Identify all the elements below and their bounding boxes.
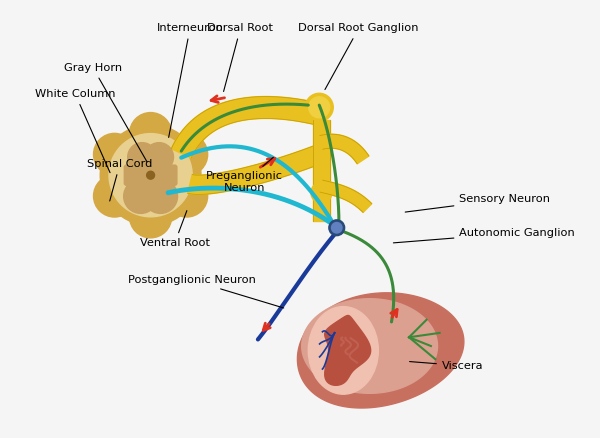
Circle shape (331, 223, 342, 233)
Circle shape (146, 171, 155, 179)
Polygon shape (325, 315, 371, 385)
Circle shape (128, 143, 157, 172)
Polygon shape (172, 96, 319, 158)
Polygon shape (298, 293, 464, 408)
Circle shape (143, 179, 178, 213)
Polygon shape (302, 299, 437, 393)
Circle shape (94, 175, 136, 217)
Circle shape (135, 159, 166, 191)
Circle shape (109, 134, 192, 217)
Circle shape (311, 182, 332, 203)
Polygon shape (320, 180, 372, 212)
FancyBboxPatch shape (143, 149, 158, 201)
Text: White Column: White Column (35, 89, 116, 173)
Circle shape (166, 175, 208, 217)
Circle shape (94, 134, 136, 176)
Circle shape (145, 143, 173, 172)
Polygon shape (313, 120, 330, 221)
Circle shape (124, 179, 158, 213)
Circle shape (166, 134, 208, 176)
Polygon shape (320, 134, 369, 164)
Circle shape (309, 97, 330, 118)
Text: Postganglionic Neuron: Postganglionic Neuron (128, 276, 284, 308)
Text: Autonomic Ganglion: Autonomic Ganglion (394, 228, 575, 243)
Polygon shape (188, 144, 325, 194)
Text: Preganglionic
Neuron: Preganglionic Neuron (206, 157, 283, 193)
Text: Spinal Cord: Spinal Cord (87, 159, 152, 201)
Text: Viscera: Viscera (410, 361, 484, 371)
Circle shape (130, 196, 172, 238)
Ellipse shape (308, 307, 379, 394)
Text: Sensory Neuron: Sensory Neuron (405, 194, 550, 212)
Circle shape (305, 93, 333, 121)
Text: Interneuron: Interneuron (157, 24, 223, 138)
Circle shape (100, 125, 201, 226)
Text: Dorsal Root: Dorsal Root (208, 24, 274, 92)
Circle shape (130, 113, 172, 155)
Circle shape (329, 220, 344, 236)
FancyBboxPatch shape (124, 165, 177, 185)
Text: Ventral Root: Ventral Root (140, 211, 209, 248)
Text: Dorsal Root Ganglion: Dorsal Root Ganglion (298, 24, 419, 89)
Text: Gray Horn: Gray Horn (64, 63, 147, 162)
